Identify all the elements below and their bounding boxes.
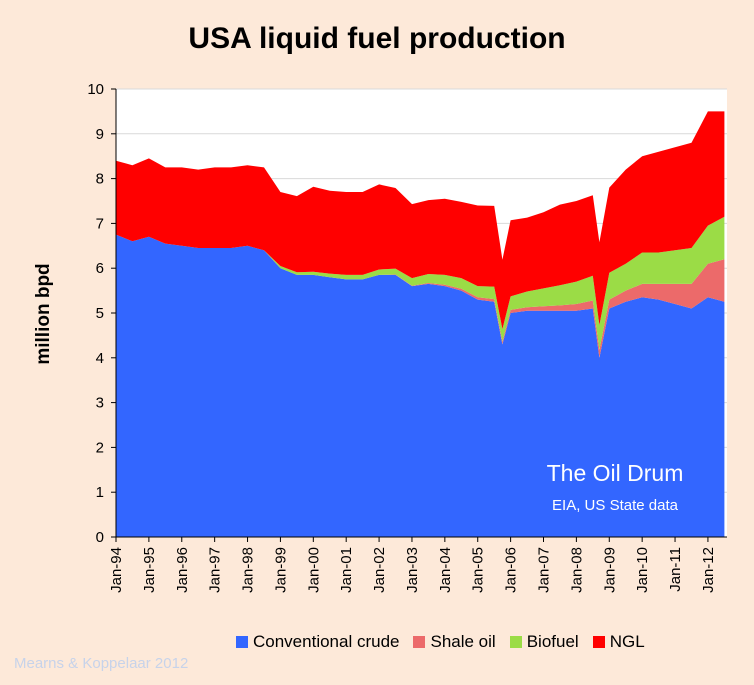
x-tick-label-14: Jan-08 (568, 547, 585, 593)
y-tick-label-2: 2 (96, 439, 104, 456)
x-tick-label-3: Jan-97 (207, 547, 224, 593)
credit-text: Mearns & Koppelaar 2012 (14, 655, 189, 672)
x-tick-label-17: Jan-11 (667, 547, 684, 592)
legend-item-ngl: NGL (592, 632, 645, 652)
x-tick-label-13: Jan-07 (536, 547, 553, 593)
watermark-subtitle: EIA, US State data (552, 497, 678, 514)
x-tick-label-8: Jan-02 (371, 547, 388, 593)
x-tick-label-11: Jan-05 (470, 547, 487, 593)
legend-swatch-conventional-crude (236, 636, 248, 648)
legend-swatch-shale-oil (413, 636, 426, 648)
y-tick-label-10: 10 (87, 81, 104, 98)
legend-label-ngl: NGL (609, 632, 645, 651)
watermark-title: The Oil Drum (546, 460, 684, 486)
x-tick-label-15: Jan-09 (601, 547, 618, 593)
x-tick-label-18: Jan-12 (700, 547, 717, 593)
x-tick-label-2: Jan-96 (174, 547, 191, 593)
y-tick-label-9: 9 (96, 126, 104, 143)
x-tick-label-4: Jan-98 (240, 547, 257, 593)
x-tick-layer: Jan-94 Jan-95 Jan-96 Jan-97 Jan-98 Jan-99 Jan-… (108, 537, 717, 593)
legend-label-conventional-crude: Conventional crude (253, 632, 400, 651)
legend-item-biofuel: Biofuel (509, 632, 579, 652)
y-tick-label-3: 3 (96, 395, 104, 412)
x-tick-label-7: Jan-01 (338, 547, 355, 593)
y-tick-label-1: 1 (96, 484, 104, 501)
y-tick-label-5: 5 (96, 305, 104, 322)
x-tick-label-1: Jan-95 (141, 547, 158, 593)
y-tick-label-6: 6 (96, 260, 104, 277)
y-tick-layer: 0 1 2 3 4 5 6 7 8 9 10 (87, 81, 116, 546)
area-series-biofuel (116, 216, 725, 350)
legend-swatch-ngl (592, 636, 605, 648)
area-series-conventional-crude (116, 234, 725, 537)
y-tick-label-0: 0 (96, 529, 104, 546)
x-tick-label-6: Jan-00 (305, 547, 322, 593)
legend-label-shale-oil: Shale oil (430, 632, 496, 651)
area-layer (116, 111, 725, 537)
legend-swatch-biofuel (509, 636, 522, 648)
y-tick-label-8: 8 (96, 171, 104, 188)
legend-item-conventional-crude: Conventional crude (236, 632, 399, 652)
x-tick-label-16: Jan-10 (634, 547, 651, 593)
legend-label-biofuel: Biofuel (526, 632, 579, 651)
chart-title: USA liquid fuel production (188, 22, 566, 55)
x-tick-label-9: Jan-03 (404, 547, 421, 593)
legend-item-shale-oil: Shale oil (413, 632, 496, 652)
y-tick-label-7: 7 (96, 215, 104, 232)
y-tick-label-4: 4 (96, 350, 104, 367)
x-tick-label-10: Jan-04 (437, 547, 454, 593)
legend: Conventional crude Shale oil Biofuel NGL (236, 632, 659, 652)
x-tick-label-0: Jan-94 (108, 547, 125, 593)
x-tick-label-5: Jan-99 (272, 547, 289, 593)
x-tick-label-12: Jan-06 (503, 547, 520, 593)
area-series-ngl (116, 111, 725, 330)
